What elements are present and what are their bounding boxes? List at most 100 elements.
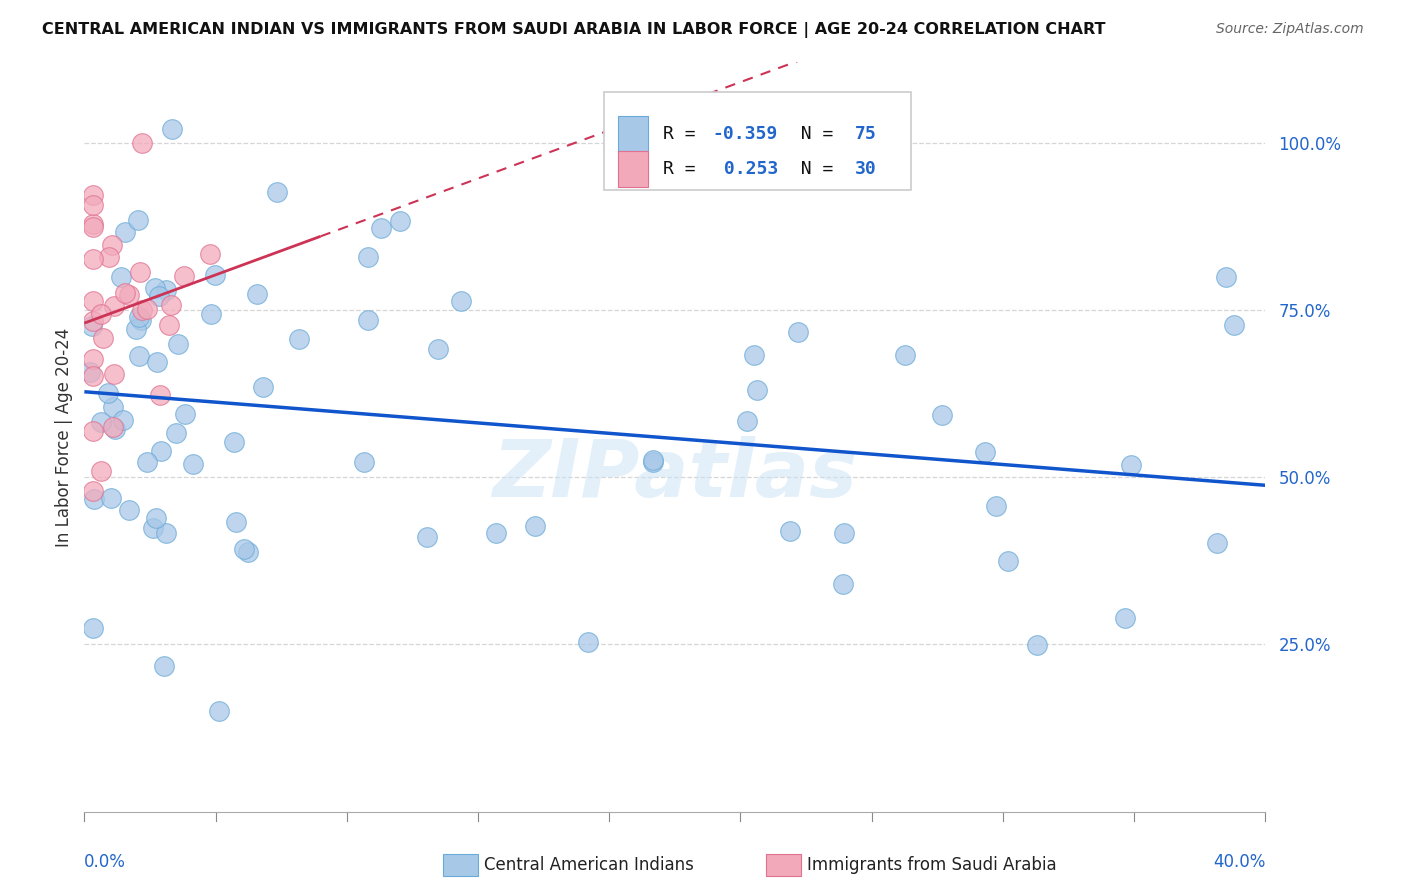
Point [643,455,665,469]
Point [450,293,472,308]
Point [103,368,125,382]
Point [97,385,120,400]
Point [90,415,112,429]
Point [82,368,104,383]
Point [128,349,150,363]
Text: 75: 75 [855,125,876,143]
Point [831,577,853,591]
Point [165,425,187,440]
Point [145,511,167,525]
Point [735,414,758,428]
Point [747,383,769,397]
Point [149,387,172,401]
Text: N =: N = [779,160,844,178]
Point [1205,536,1227,550]
Point [252,380,274,394]
Point [832,525,855,540]
Point [103,299,125,313]
Point [128,310,150,324]
Text: Central American Indians: Central American Indians [484,856,693,874]
Point [131,136,153,150]
Point [787,325,810,339]
Point [1114,611,1136,625]
Point [153,659,176,673]
Point [125,322,148,336]
Point [357,313,380,327]
Point [82,483,104,498]
Point [266,185,288,199]
Point [643,453,665,467]
Point [167,337,190,351]
Point [100,491,122,506]
Text: N =: N = [779,125,844,143]
FancyBboxPatch shape [619,116,648,152]
Point [225,515,247,529]
Point [238,545,260,559]
Point [353,454,375,468]
Point [173,268,195,283]
Point [82,318,104,333]
Point [1025,638,1047,652]
Point [893,348,915,362]
Point [370,221,392,235]
Point [136,302,159,317]
Point [82,188,104,202]
Point [82,198,104,212]
Point [82,218,104,232]
Point [160,122,183,136]
Point [82,351,104,366]
Point [224,434,246,449]
Point [742,348,765,362]
Point [128,265,150,279]
Point [208,705,231,719]
Point [415,530,437,544]
Point [127,212,149,227]
Point [129,313,152,327]
Point [233,542,256,557]
Point [82,314,104,328]
Point [82,424,104,438]
Point [82,621,104,635]
Point [83,491,105,506]
Point [356,250,378,264]
Text: CENTRAL AMERICAN INDIAN VS IMMIGRANTS FROM SAUDI ARABIA IN LABOR FORCE | AGE 20-: CENTRAL AMERICAN INDIAN VS IMMIGRANTS FR… [42,22,1105,38]
Point [204,268,226,283]
Point [118,288,141,302]
Point [82,293,104,308]
Point [155,283,177,297]
Point [114,285,136,300]
Point [136,455,159,469]
Point [118,502,141,516]
Point [79,365,101,379]
Y-axis label: In Labor Force | Age 20-24: In Labor Force | Age 20-24 [55,327,73,547]
Point [931,408,953,422]
Point [485,526,508,541]
Point [779,524,801,538]
Text: 0.0%: 0.0% [84,853,127,871]
Point [1215,270,1237,285]
Point [150,443,173,458]
Point [141,521,163,535]
Point [288,332,311,346]
Text: 40.0%: 40.0% [1213,853,1265,871]
Point [145,280,167,294]
Point [110,270,132,285]
Text: 30: 30 [855,160,876,178]
Point [97,250,120,264]
Point [114,225,136,239]
Point [82,252,104,267]
Text: R =: R = [664,125,707,143]
Point [90,307,112,321]
Point [200,307,222,321]
Point [82,220,104,235]
Point [246,286,269,301]
Text: 0.253: 0.253 [713,160,778,178]
Point [1119,458,1142,472]
Point [1223,318,1246,333]
Text: Immigrants from Saudi Arabia: Immigrants from Saudi Arabia [807,856,1057,874]
Point [524,519,547,533]
Point [181,457,204,471]
Point [973,444,995,458]
Point [159,297,181,311]
Text: -0.359: -0.359 [713,125,778,143]
